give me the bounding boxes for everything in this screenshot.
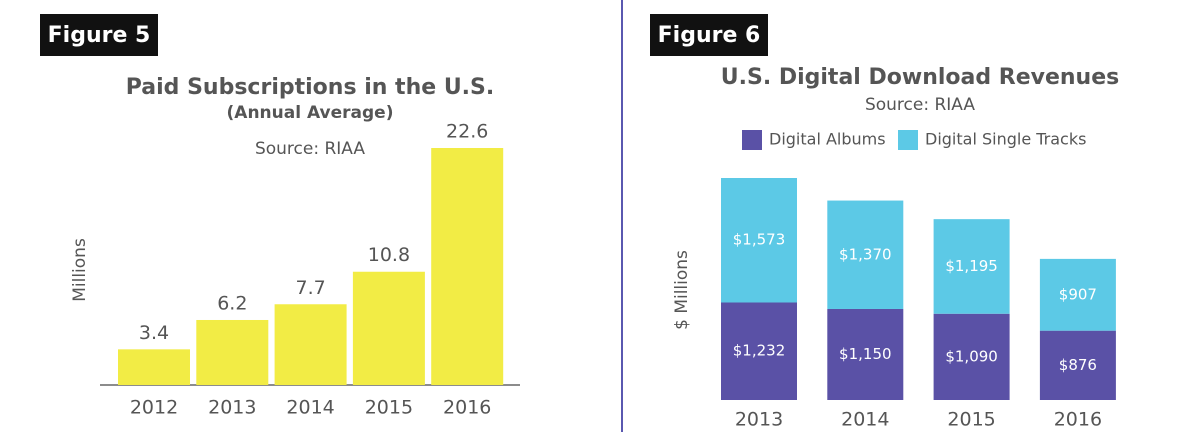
value-label: $876	[1059, 356, 1097, 374]
chart-source: Source: RIAA	[865, 95, 975, 115]
figure-label: Figure 5	[48, 23, 151, 48]
x-tick-label: 2015	[365, 397, 413, 419]
legend-swatch	[742, 130, 762, 150]
y-axis-label: $ Millions	[672, 250, 692, 330]
value-label: 6.2	[217, 292, 247, 314]
chart-title: U.S. Digital Download Revenues	[721, 65, 1119, 90]
chart-subtitle: (Annual Average)	[227, 103, 394, 123]
x-tick-label: 2016	[1054, 409, 1102, 431]
bar	[196, 319, 269, 385]
x-tick-label: 2013	[208, 397, 256, 419]
value-label: $1,195	[945, 257, 998, 275]
figure-badge	[40, 14, 158, 56]
bar	[352, 271, 425, 385]
bar	[274, 304, 347, 385]
bar-segment	[933, 313, 1010, 400]
figure-badge	[650, 14, 768, 56]
figure-label: Figure 6	[658, 23, 761, 48]
value-label: $1,370	[839, 245, 892, 263]
x-tick-label: 2014	[286, 397, 334, 419]
value-label: 3.4	[139, 322, 169, 344]
bar-segment	[721, 178, 797, 303]
value-label: $907	[1059, 285, 1097, 303]
bar	[118, 349, 190, 385]
bar-segment	[1039, 330, 1116, 400]
x-tick-label: 2014	[841, 409, 889, 431]
x-tick-label: 2016	[443, 397, 491, 419]
value-label: $1,150	[839, 345, 892, 363]
value-label: 7.7	[295, 277, 325, 299]
bar-segment	[827, 200, 904, 309]
value-label: 22.6	[446, 121, 488, 143]
bar-segment	[827, 308, 904, 400]
chart-source: Source: RIAA	[255, 139, 365, 159]
value-label: 10.8	[368, 244, 410, 266]
bar-segment	[933, 219, 1010, 314]
y-axis-label: Millions	[70, 238, 90, 302]
x-tick-label: 2015	[947, 409, 995, 431]
bar-segment	[1039, 258, 1116, 331]
value-label: $1,573	[733, 231, 786, 249]
value-label: $1,232	[733, 342, 786, 360]
value-label: $1,090	[945, 347, 998, 365]
legend-swatch	[898, 130, 918, 150]
x-tick-label: 2012	[130, 397, 178, 419]
bar	[431, 148, 504, 385]
bar-segment	[721, 302, 797, 400]
legend-label: Digital Albums	[769, 130, 886, 149]
x-tick-label: 2013	[735, 409, 783, 431]
legend-label: Digital Single Tracks	[925, 130, 1086, 149]
chart-title: Paid Subscriptions in the U.S.	[126, 75, 495, 100]
